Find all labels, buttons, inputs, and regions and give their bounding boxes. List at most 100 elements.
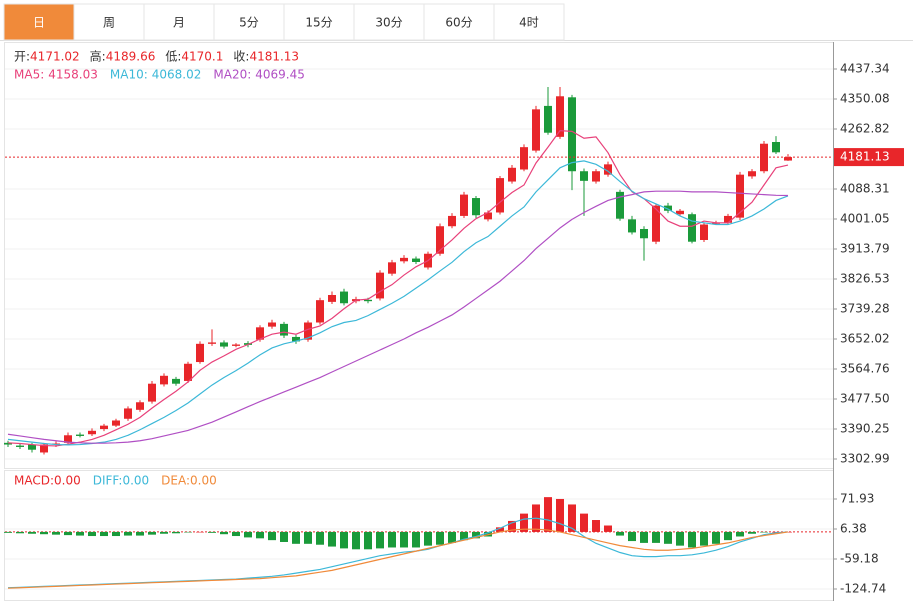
macd-bar xyxy=(472,531,480,539)
info-label: 高: xyxy=(90,49,106,64)
candle-body xyxy=(220,342,228,347)
tab[interactable] xyxy=(3,3,75,41)
candle-body xyxy=(136,402,144,410)
info-label: 低: xyxy=(165,50,181,64)
macd-bar xyxy=(352,531,360,550)
macd-bar xyxy=(400,531,408,548)
y-tick-label: 71.93 xyxy=(840,491,874,505)
macd-bar xyxy=(256,531,264,539)
candle-body xyxy=(376,272,384,299)
macd-bar xyxy=(364,531,372,550)
tab-label[interactable]: 4时 xyxy=(519,16,539,30)
tab[interactable] xyxy=(283,3,355,41)
macd-bar xyxy=(640,531,648,543)
macd-bar xyxy=(724,531,732,541)
candle-body xyxy=(436,226,444,254)
tab-label[interactable]: 15分 xyxy=(305,16,332,30)
macd-bar xyxy=(496,527,504,532)
ma-line xyxy=(7,160,789,446)
tab-label[interactable]: 月 xyxy=(173,16,185,30)
macd-bar xyxy=(376,531,384,549)
tab-label[interactable]: 5分 xyxy=(239,16,259,30)
candle-body xyxy=(148,383,156,402)
candle-body xyxy=(88,430,96,435)
candle-body xyxy=(268,322,276,327)
candle-body xyxy=(604,164,612,175)
macd-bar xyxy=(232,531,240,537)
legend-name: DEA: xyxy=(161,474,190,488)
macd-bar xyxy=(148,531,156,535)
candle-body xyxy=(256,327,264,340)
candle-body xyxy=(532,109,540,151)
y-tick-label: 4262.82 xyxy=(840,122,890,136)
macd-bar xyxy=(688,531,696,548)
macd-bar xyxy=(436,531,444,545)
candle-body xyxy=(112,420,120,426)
candle-body xyxy=(484,212,492,220)
macd-bar xyxy=(664,531,672,544)
y-tick-label: -59.18 xyxy=(840,551,879,565)
tab[interactable] xyxy=(213,3,285,41)
macd-bar xyxy=(652,531,660,543)
tab[interactable] xyxy=(143,3,215,41)
candle-body xyxy=(772,142,780,153)
candle-body xyxy=(292,336,300,342)
macd-bar xyxy=(100,531,108,537)
macd-bar xyxy=(736,531,744,537)
candle-body xyxy=(208,342,216,344)
candle-body xyxy=(460,194,468,216)
macd-bar xyxy=(556,498,564,532)
ma-line xyxy=(7,190,789,444)
y-tick-label: 3826.53 xyxy=(840,272,890,286)
macd-bar xyxy=(448,531,456,543)
info-label: 开: xyxy=(14,50,30,64)
macd-bar xyxy=(172,531,180,534)
candle-body xyxy=(508,167,516,182)
y-tick-label: 3302.99 xyxy=(840,451,890,465)
macd-bar xyxy=(340,531,348,549)
macd-bar xyxy=(700,531,708,546)
tab-label[interactable]: 60分 xyxy=(445,16,472,30)
tab-label[interactable]: 周 xyxy=(103,16,115,30)
candle-body xyxy=(760,143,768,172)
candle-body xyxy=(184,363,192,381)
y-tick-label: 4001.05 xyxy=(840,211,890,225)
candle-body xyxy=(688,214,696,242)
candle-body xyxy=(40,444,48,453)
y-tick-label: 4350.08 xyxy=(840,92,890,106)
candle-body xyxy=(64,435,72,443)
y-tick-label: 4088.31 xyxy=(840,181,890,195)
candle-body xyxy=(580,171,588,181)
tab[interactable] xyxy=(423,3,495,41)
candle-body xyxy=(4,442,12,445)
macd-bar xyxy=(76,531,84,536)
tab-label[interactable]: 日 xyxy=(33,16,45,30)
macd-bar xyxy=(316,531,324,545)
candle-body xyxy=(340,291,348,304)
macd-bar xyxy=(460,531,468,541)
candle-body xyxy=(784,157,792,161)
candle-body xyxy=(304,322,312,340)
legend-name: MACD: xyxy=(14,474,54,488)
tab[interactable] xyxy=(353,3,425,41)
macd-bar xyxy=(412,531,420,548)
macd-bar xyxy=(592,520,600,532)
y-tick-label: 3652.02 xyxy=(840,331,890,345)
macd-bar xyxy=(772,531,780,533)
macd-bar xyxy=(760,531,768,533)
tab-label[interactable]: 30分 xyxy=(375,16,402,30)
macd-bar xyxy=(628,531,636,542)
candle-body xyxy=(568,97,576,172)
macd-bar xyxy=(4,531,12,533)
legend-value: 4069.45 xyxy=(255,68,305,82)
macd-bar xyxy=(220,531,228,535)
candle-body xyxy=(160,375,168,385)
y-tick-label: 3564.76 xyxy=(840,362,890,376)
tab[interactable] xyxy=(493,3,565,41)
info-value: 4170.1 xyxy=(181,50,223,64)
candle-body xyxy=(628,219,636,233)
macd-bar xyxy=(520,513,528,532)
macd-bar xyxy=(388,531,396,548)
candle-body xyxy=(124,408,132,419)
candle-body xyxy=(700,224,708,240)
